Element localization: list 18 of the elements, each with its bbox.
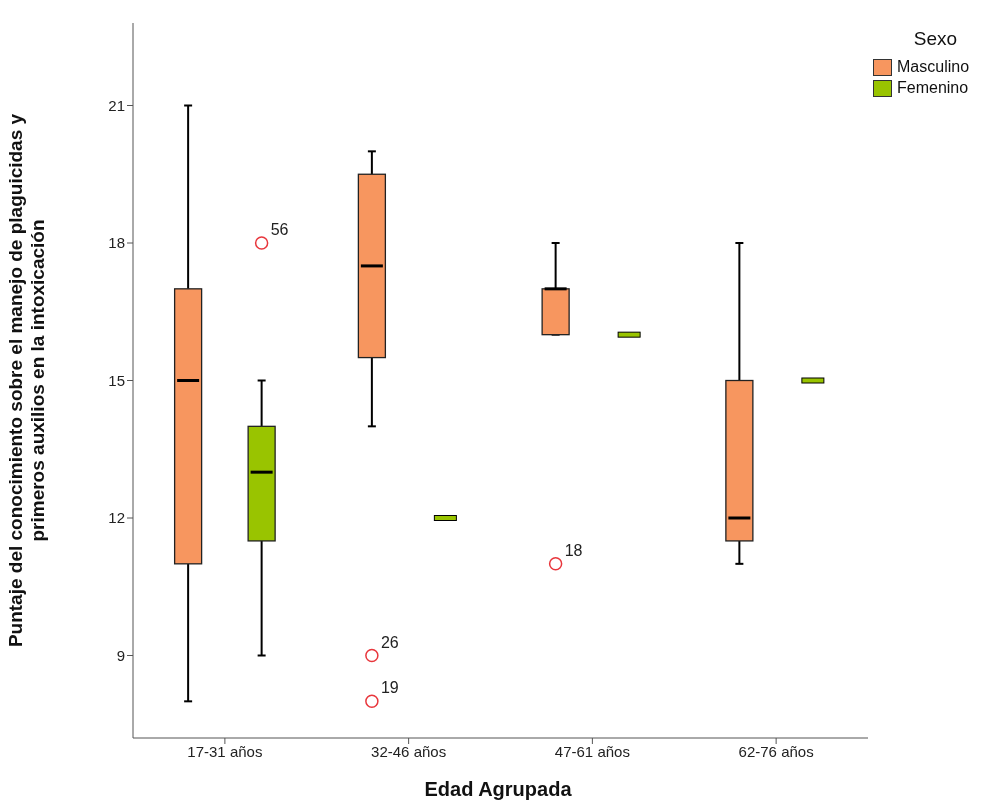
legend-title: Sexo [912, 28, 959, 50]
y-axis-title: Puntaje del conocimiento sobre el manejo de plaguicidas y primeros auxilios en la intoxicación [5, 113, 48, 648]
y-tick-label: 9 [116, 646, 125, 664]
y-tick-label: 12 [108, 509, 125, 527]
x-tick-label: 32-46 años [371, 742, 447, 760]
annotation: 56 [270, 221, 289, 238]
legend-label: Femenino [897, 79, 969, 97]
x-tick-label: 17-31 años [187, 742, 263, 760]
annotation: 18 [564, 541, 583, 559]
y-tick-label: 18 [108, 234, 125, 252]
y-tick-label: 15 [108, 371, 125, 389]
annotation: 19 [380, 679, 399, 697]
x-axis-title: Edad Agrupada [423, 778, 573, 801]
x-tick-label: 62-76 años [738, 742, 814, 760]
legend-label: Masculino [897, 58, 970, 76]
x-tick-label: 47-61 años [554, 742, 630, 760]
y-tick-label: 21 [108, 96, 125, 114]
annotation: 26 [380, 633, 399, 651]
